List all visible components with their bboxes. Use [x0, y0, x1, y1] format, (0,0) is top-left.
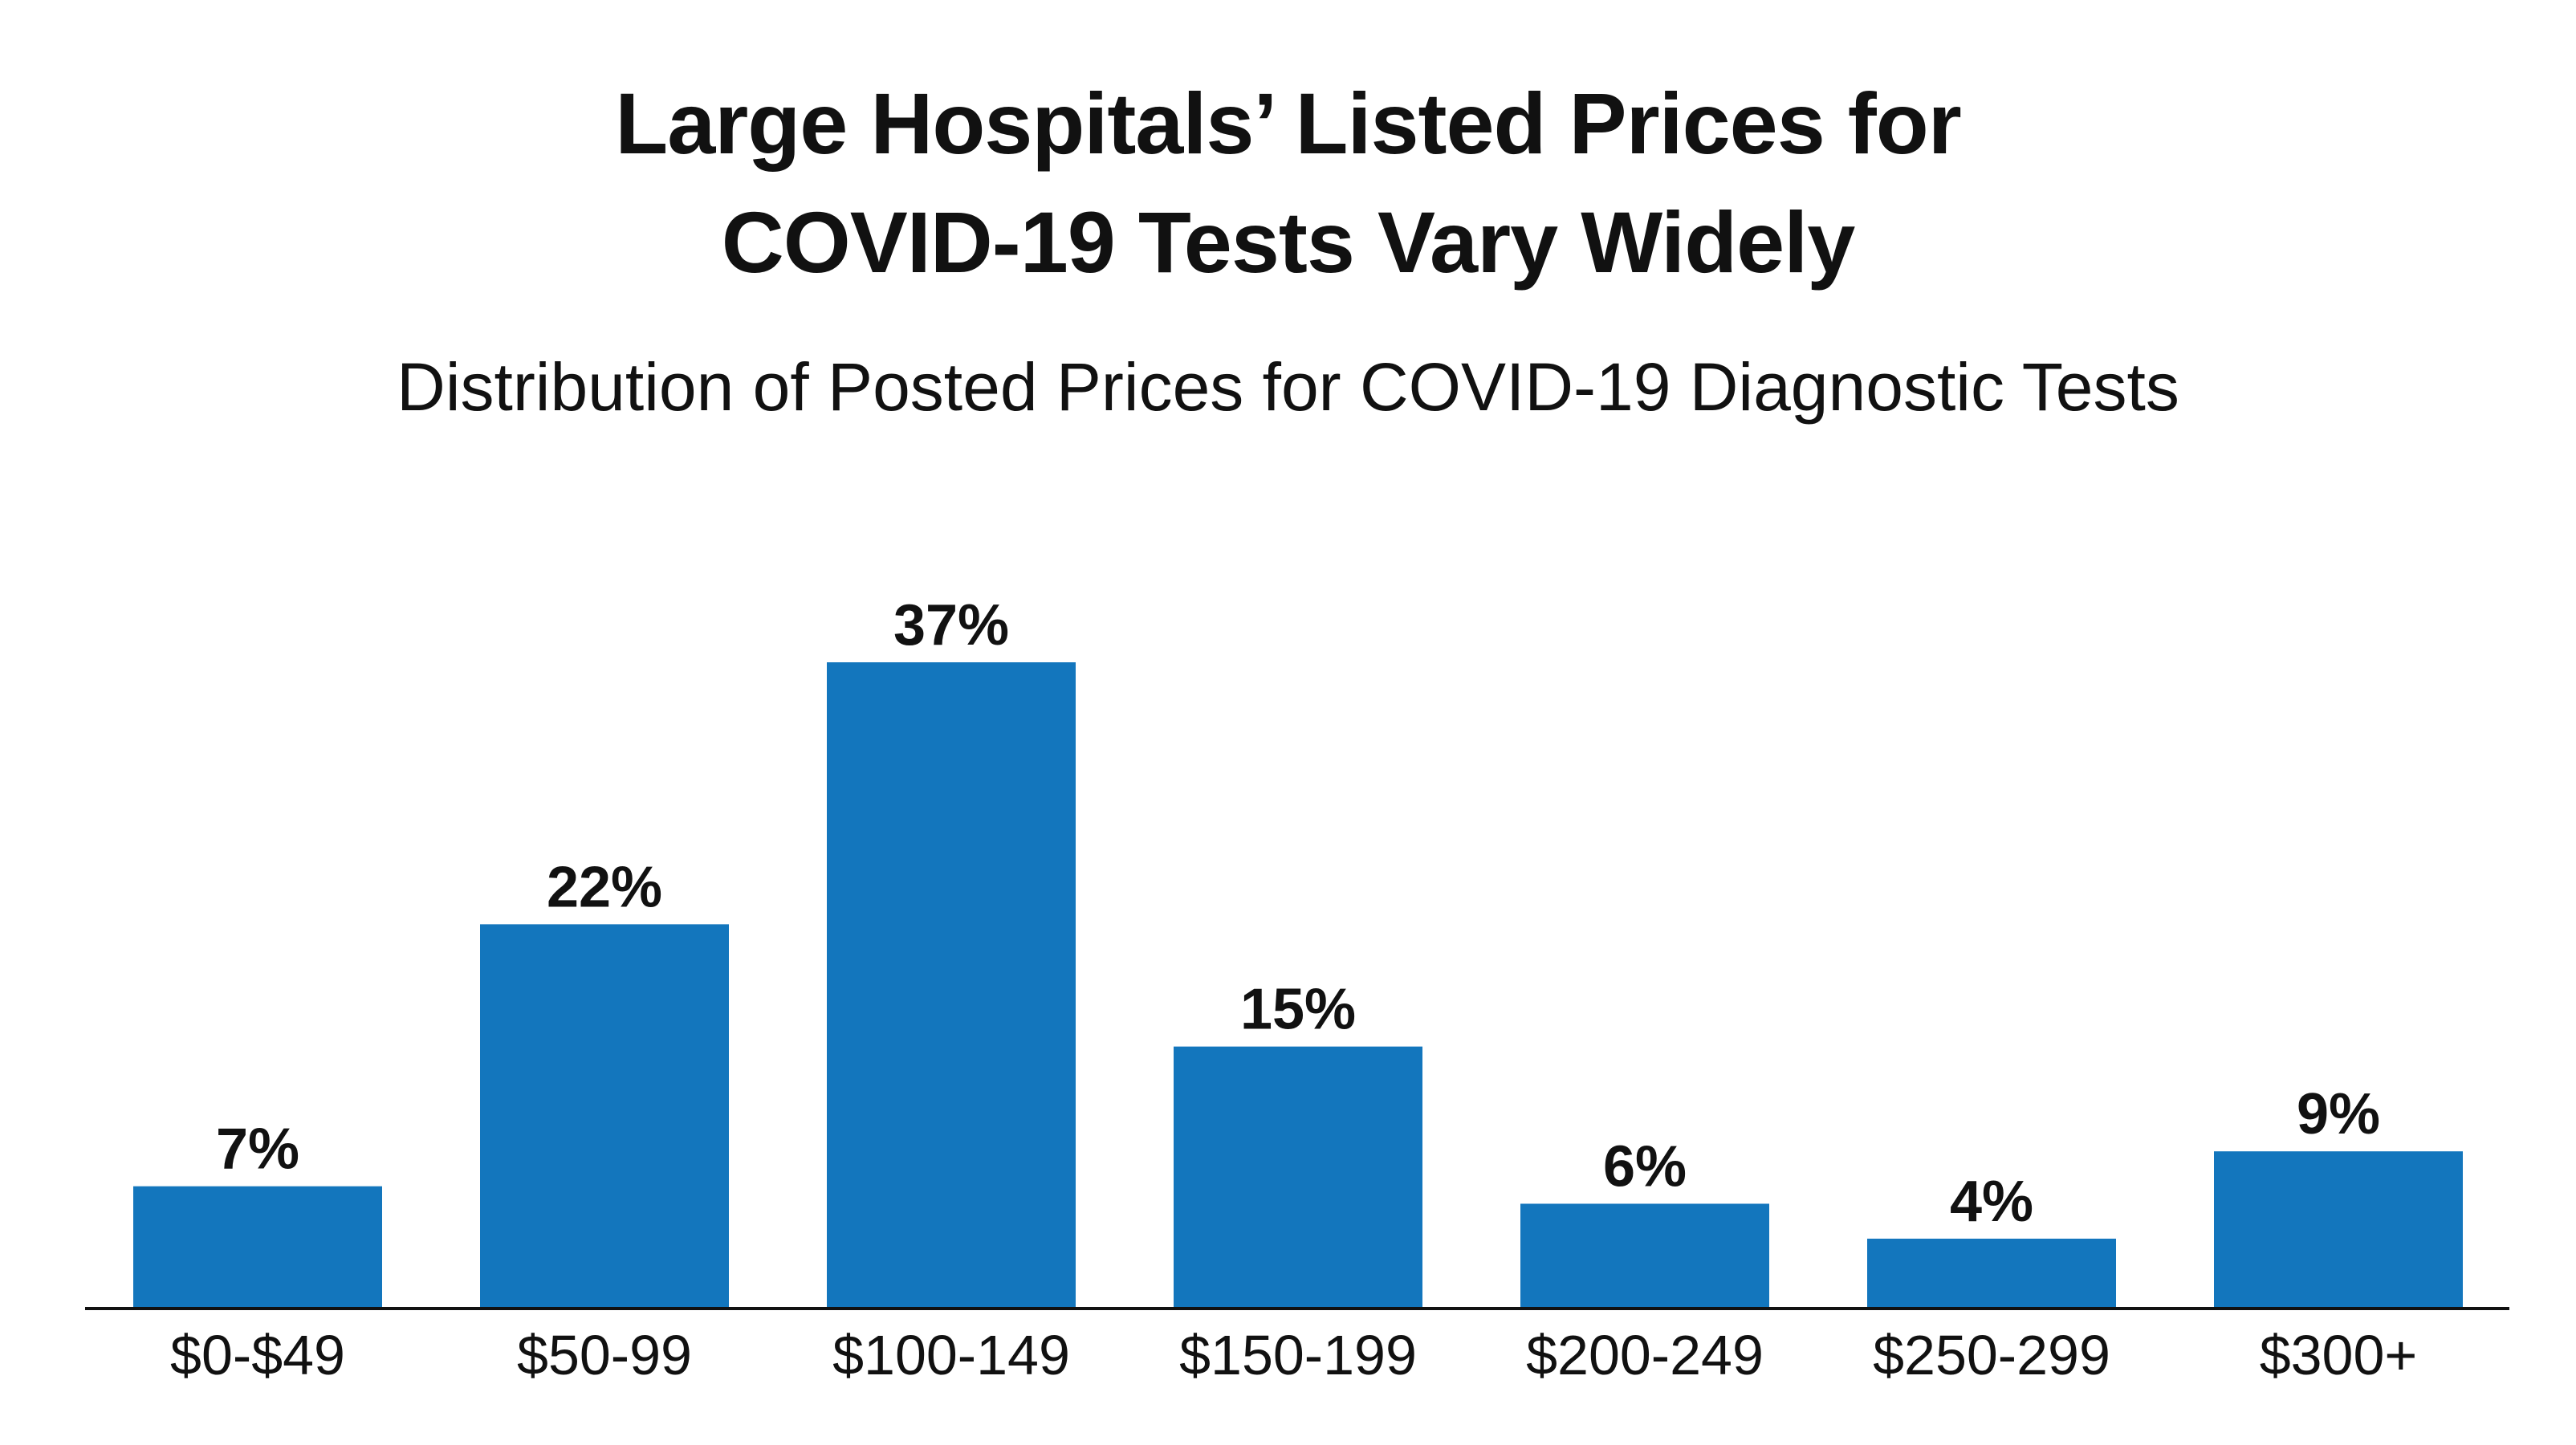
- x-tick-label-1: $0-$49: [170, 1324, 345, 1386]
- bar-2: [480, 924, 729, 1309]
- bar-4: [1174, 1046, 1422, 1309]
- x-tick-label-5: $200-249: [1526, 1324, 1764, 1386]
- bar-5: [1520, 1203, 1769, 1309]
- value-labels-group: 7% 22% 37% 15% 6% 4% 9%: [216, 593, 2380, 1234]
- value-label-7: 9%: [2297, 1082, 2380, 1146]
- bar-1: [133, 1186, 382, 1309]
- bar-6: [1867, 1238, 2116, 1309]
- x-tick-label-2: $50-99: [517, 1324, 692, 1386]
- x-tick-label-3: $100-149: [832, 1324, 1070, 1386]
- value-label-4: 15%: [1240, 978, 1356, 1042]
- x-tick-label-6: $250-299: [1873, 1324, 2110, 1386]
- x-tick-labels-group: $0-$49 $50-99 $100-149 $150-199 $200-249 $250…: [170, 1324, 2417, 1386]
- value-label-5: 6%: [1603, 1134, 1687, 1199]
- bar-3: [827, 662, 1076, 1309]
- chart-title: Large Hospitals’ Listed Prices for COVID…: [0, 64, 2576, 302]
- chart-title-line-1: Large Hospitals’ Listed Prices for: [615, 75, 1962, 172]
- value-label-6: 4%: [1950, 1170, 2033, 1234]
- bar-7: [2214, 1151, 2463, 1309]
- x-tick-label-4: $150-199: [1179, 1324, 1417, 1386]
- x-tick-label-7: $300+: [2260, 1324, 2418, 1386]
- value-label-3: 37%: [893, 593, 1009, 657]
- value-label-2: 22%: [547, 855, 662, 919]
- bars-group: [133, 662, 2463, 1309]
- value-label-1: 7%: [216, 1117, 299, 1182]
- chart-subtitle: Distribution of Posted Prices for COVID-…: [397, 349, 2179, 425]
- chart-title-line-2: COVID-19 Tests Vary Widely: [721, 193, 1856, 291]
